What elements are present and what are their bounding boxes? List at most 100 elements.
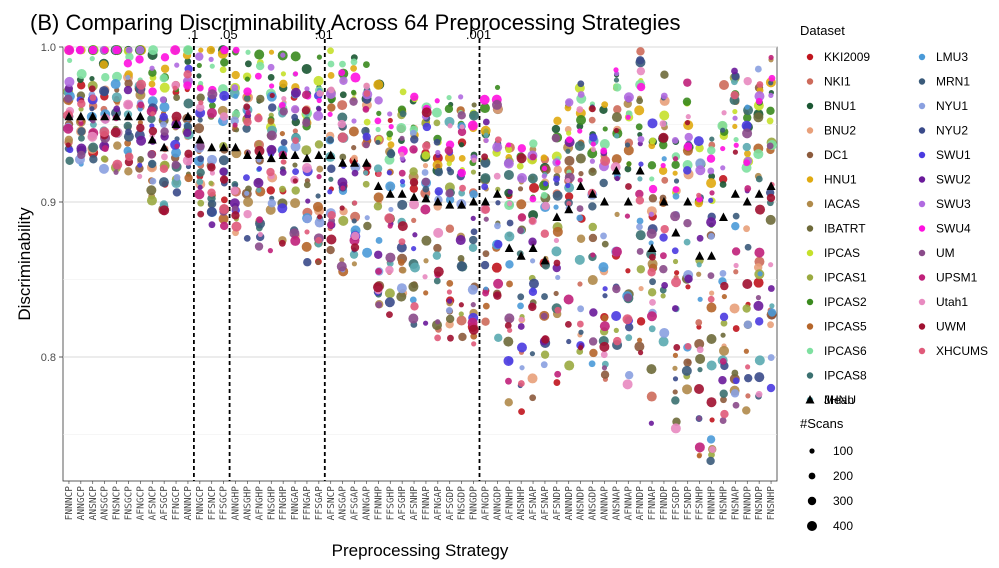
data-point bbox=[352, 200, 358, 206]
data-point bbox=[420, 204, 431, 215]
mean-marker bbox=[730, 189, 740, 198]
data-point bbox=[742, 142, 751, 152]
data-point bbox=[483, 137, 489, 144]
x-tick-label: ANNNCP bbox=[183, 486, 194, 521]
grid-lines bbox=[63, 46, 777, 435]
data-point bbox=[636, 97, 644, 105]
data-point bbox=[411, 217, 417, 223]
data-point bbox=[337, 177, 348, 188]
data-point bbox=[671, 136, 679, 144]
data-point bbox=[612, 284, 621, 294]
data-point bbox=[279, 185, 286, 193]
data-point bbox=[243, 235, 251, 242]
data-point bbox=[696, 415, 702, 421]
data-point bbox=[243, 117, 252, 127]
x-tick-label: FFSNDP bbox=[683, 486, 694, 521]
data-point bbox=[709, 136, 715, 142]
mean-marker bbox=[433, 197, 443, 206]
data-point bbox=[660, 162, 666, 169]
data-point bbox=[495, 186, 501, 192]
data-point bbox=[433, 138, 441, 146]
legend-label: DC1 bbox=[824, 148, 848, 162]
data-point bbox=[135, 55, 144, 64]
data-point bbox=[433, 266, 444, 277]
data-point bbox=[64, 135, 74, 145]
data-point bbox=[504, 231, 515, 242]
data-point bbox=[647, 268, 656, 277]
data-point bbox=[159, 82, 170, 93]
data-point bbox=[636, 248, 644, 255]
data-point bbox=[219, 90, 230, 101]
data-point bbox=[137, 87, 145, 95]
x-tick-label: FNSGCP bbox=[123, 486, 134, 521]
x-tick-label: ANNGAP bbox=[361, 486, 372, 521]
data-point bbox=[660, 70, 669, 79]
data-point bbox=[98, 163, 109, 174]
data-point bbox=[659, 264, 668, 274]
data-point bbox=[480, 157, 491, 168]
data-point bbox=[362, 180, 370, 188]
data-point bbox=[696, 453, 702, 459]
data-point bbox=[183, 70, 192, 79]
data-point bbox=[483, 128, 489, 134]
data-point bbox=[517, 227, 524, 234]
data-point bbox=[65, 142, 71, 148]
data-point bbox=[517, 186, 524, 192]
data-point bbox=[482, 118, 490, 126]
data-point bbox=[198, 47, 204, 53]
data-point bbox=[422, 122, 432, 132]
data-point bbox=[491, 99, 502, 110]
data-point bbox=[89, 76, 95, 82]
data-point bbox=[364, 215, 370, 221]
data-point bbox=[470, 228, 478, 236]
legend-swatch bbox=[806, 274, 814, 281]
data-point bbox=[124, 79, 133, 88]
size-legend-dot bbox=[807, 521, 817, 531]
legend-label: IPCAS1 bbox=[824, 271, 867, 285]
data-point bbox=[695, 158, 706, 169]
data-point bbox=[372, 282, 383, 293]
legend-label: Utah1 bbox=[936, 295, 968, 309]
data-point bbox=[576, 205, 584, 212]
data-point bbox=[137, 162, 143, 168]
mean-marker bbox=[183, 111, 193, 121]
data-point bbox=[125, 46, 133, 54]
data-point bbox=[648, 184, 658, 194]
data-point bbox=[743, 159, 751, 167]
data-point bbox=[732, 108, 738, 115]
data-point bbox=[206, 45, 216, 55]
data-point bbox=[409, 167, 418, 176]
data-point bbox=[565, 98, 574, 107]
data-point bbox=[447, 334, 454, 342]
data-point bbox=[695, 319, 703, 326]
data-point bbox=[696, 192, 702, 198]
data-point bbox=[194, 123, 205, 134]
data-point bbox=[576, 320, 584, 328]
data-point bbox=[266, 186, 275, 195]
data-point bbox=[123, 99, 134, 110]
data-point bbox=[614, 175, 620, 182]
data-point bbox=[459, 184, 466, 192]
data-point bbox=[483, 216, 489, 222]
data-point bbox=[683, 78, 692, 87]
data-point bbox=[471, 341, 477, 347]
data-point bbox=[505, 142, 512, 148]
data-point bbox=[77, 99, 86, 108]
data-point bbox=[125, 152, 134, 162]
x-tick-label: FFSGDP bbox=[671, 486, 682, 521]
data-point bbox=[197, 80, 204, 87]
data-point bbox=[255, 140, 262, 148]
data-point bbox=[267, 247, 273, 254]
data-point bbox=[503, 355, 514, 366]
data-point bbox=[719, 312, 729, 322]
mean-marker bbox=[445, 200, 455, 209]
data-point bbox=[362, 247, 373, 258]
data-point bbox=[232, 122, 238, 128]
data-point bbox=[254, 49, 265, 60]
data-point bbox=[279, 169, 287, 176]
data-point bbox=[337, 112, 348, 123]
data-point bbox=[684, 132, 693, 142]
data-point bbox=[99, 86, 110, 97]
mean-marker bbox=[278, 150, 288, 159]
data-point bbox=[374, 117, 382, 125]
